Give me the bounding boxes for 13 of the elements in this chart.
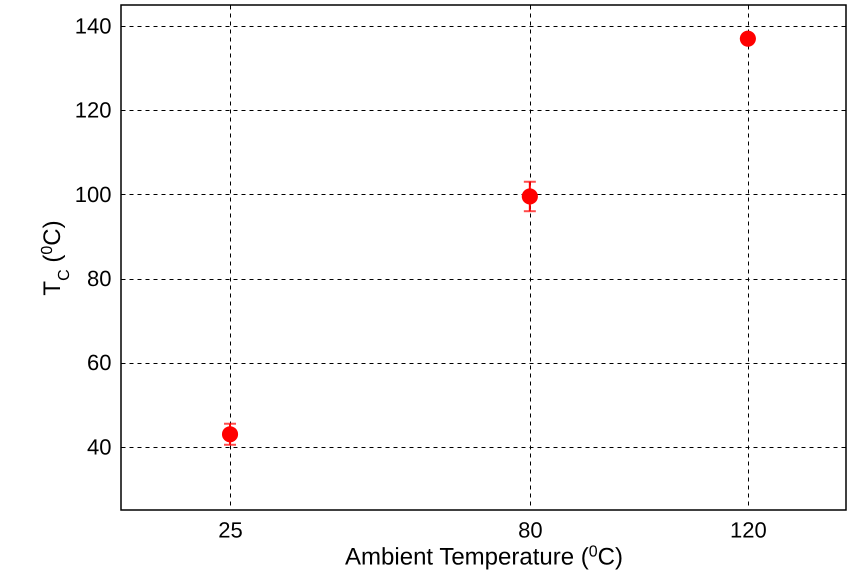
y-tick-label: 40: [87, 434, 112, 460]
y-tick-label: 80: [87, 266, 112, 292]
x-tick-label: 80: [518, 518, 543, 542]
x-tick-label: 25: [218, 518, 243, 542]
point: [222, 426, 238, 442]
y-tick-label: 120: [74, 98, 112, 123]
y-tick-label: 60: [87, 350, 112, 376]
point: [740, 30, 756, 47]
x-tick-label: 120: [730, 518, 767, 542]
point: [522, 188, 538, 205]
y-tick-label: 100: [74, 182, 112, 207]
x-axis-title: Ambient Temperature ($^{0}$C): [345, 543, 623, 570]
y-tick-label: 140: [74, 14, 112, 39]
